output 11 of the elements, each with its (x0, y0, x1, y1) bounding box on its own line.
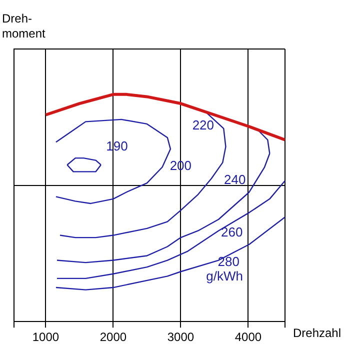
y-axis-title: Dreh- moment (2, 11, 46, 40)
series-label: 240 (224, 172, 246, 187)
x-axis-title: Drehzahl (293, 326, 342, 340)
x-tick-label: 1000 (32, 330, 60, 344)
series-label: 280 (218, 254, 240, 270)
x-tick-label: 2000 (100, 330, 127, 344)
series-label: 220 (192, 118, 214, 133)
x-tick-label: 4000 (234, 330, 262, 344)
series-label: 260 (221, 224, 243, 240)
annotation: g/kWh (206, 268, 243, 284)
x-tick-label: 3000 (167, 330, 194, 344)
